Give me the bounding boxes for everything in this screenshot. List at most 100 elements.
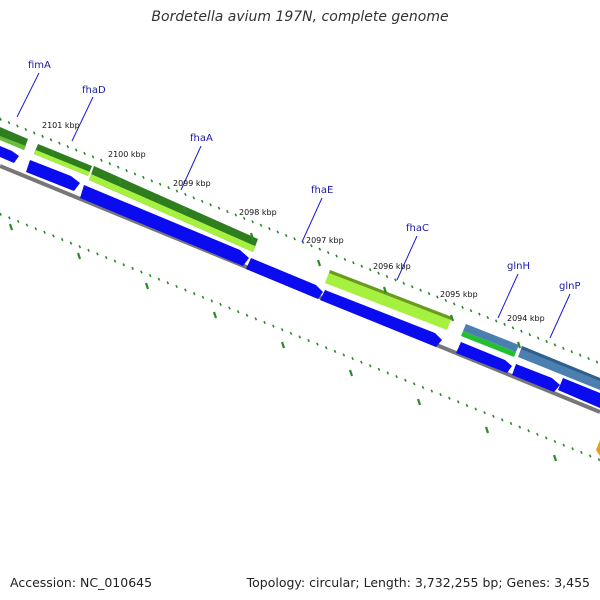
minor-tick — [386, 371, 390, 375]
major-tick — [484, 426, 490, 434]
minor-tick — [272, 324, 275, 328]
feature-bar-glnH-green — [461, 331, 516, 357]
cds-arrow — [558, 378, 600, 408]
minor-tick — [342, 353, 346, 357]
minor-tick — [465, 403, 469, 408]
minor-tick — [456, 400, 460, 404]
cds-track — [0, 146, 600, 408]
minor-tick — [192, 196, 196, 200]
gene-label-fhaD: fhaD — [82, 85, 106, 96]
accession-label: Accession: NC_010645 — [10, 575, 153, 590]
minor-tick — [74, 148, 78, 152]
minor-tick — [562, 346, 565, 350]
minor-tick — [69, 241, 73, 245]
minor-tick — [184, 192, 187, 197]
minor-tick — [421, 385, 425, 390]
minor-tick — [87, 248, 90, 252]
cds-arrow — [456, 342, 512, 373]
major-tick — [449, 314, 455, 322]
gene-leader-line — [180, 145, 202, 191]
minor-tick — [0, 117, 2, 121]
minor-tick — [83, 151, 86, 156]
minor-tick — [108, 162, 112, 166]
minor-tick — [324, 346, 328, 350]
minor-tick — [588, 454, 592, 458]
minor-tick — [209, 203, 212, 207]
minor-tick — [511, 326, 515, 330]
minor-tick — [104, 255, 108, 260]
outer-tick-track — [0, 212, 600, 462]
minor-tick — [228, 306, 231, 310]
cds-arrow — [80, 185, 249, 266]
minor-tick — [122, 263, 126, 267]
major-tick — [280, 341, 286, 349]
minor-tick — [595, 360, 599, 364]
minor-tick — [140, 270, 143, 274]
minor-tick — [469, 309, 473, 313]
minor-tick — [150, 179, 154, 183]
minor-tick — [310, 244, 313, 248]
minor-tick — [91, 155, 95, 159]
minor-tick — [200, 199, 204, 203]
major-tick — [76, 252, 82, 260]
feature-bar-fhaD-lime — [34, 150, 90, 176]
minor-tick — [158, 182, 162, 186]
minor-tick — [494, 319, 498, 323]
minor-tick — [483, 411, 486, 415]
minor-tick — [402, 281, 406, 285]
minor-tick — [263, 320, 266, 325]
major-tick — [212, 311, 218, 319]
map-title: Bordetella avium 197N, complete genome — [151, 9, 449, 25]
minor-tick — [234, 213, 238, 217]
minor-tick — [518, 425, 522, 429]
minor-tick — [412, 382, 416, 386]
minor-tick — [527, 429, 530, 433]
minor-tick — [316, 342, 319, 346]
minor-tick — [360, 264, 364, 268]
cds-arrow — [246, 258, 323, 299]
minor-tick — [500, 418, 504, 422]
minor-tick — [96, 252, 99, 256]
major-tick — [8, 223, 14, 231]
minor-tick — [492, 414, 495, 418]
gene-leader-line — [16, 72, 40, 118]
minor-tick — [461, 305, 464, 309]
minor-tick — [210, 299, 214, 303]
feature-track — [0, 127, 600, 390]
minor-tick — [219, 302, 222, 307]
kbp-tick-label: 2100 kbp — [108, 150, 146, 159]
gene-leader-line — [549, 293, 571, 339]
minor-tick — [478, 312, 481, 316]
gene-label-layer: fimA fhaD fhaA fhaE fhaC glnH glnP — [16, 60, 581, 339]
minor-tick — [528, 333, 532, 337]
genome-summary-label: Topology: circular; Length: 3,732,255 bp… — [246, 575, 590, 590]
minor-tick — [298, 335, 302, 339]
minor-tick — [368, 364, 372, 368]
minor-tick — [553, 343, 557, 347]
minor-tick — [351, 356, 354, 361]
minor-tick — [474, 407, 478, 411]
minor-tick — [58, 141, 61, 145]
minor-tick — [49, 138, 53, 142]
major-tick — [50, 149, 56, 157]
minor-tick — [307, 338, 310, 343]
feature-bar-fhaA-lime — [89, 174, 255, 252]
minor-tick — [448, 396, 451, 400]
minor-tick — [148, 273, 152, 278]
kbp-tick-label: 2101 kbp — [42, 121, 80, 130]
minor-tick — [597, 457, 600, 462]
minor-tick — [78, 245, 82, 249]
gene-label-fimA: fimA — [28, 60, 51, 71]
minor-tick — [201, 295, 205, 299]
gene-leader-line — [301, 197, 323, 243]
cds-arrow — [512, 364, 560, 392]
minor-tick — [0, 212, 2, 216]
minor-tick — [166, 281, 170, 285]
kbp-tick-label: 2099 kbp — [173, 179, 211, 188]
minor-tick — [486, 315, 490, 320]
minor-tick — [236, 310, 240, 314]
minor-tick — [377, 367, 381, 371]
minor-tick — [385, 274, 389, 279]
